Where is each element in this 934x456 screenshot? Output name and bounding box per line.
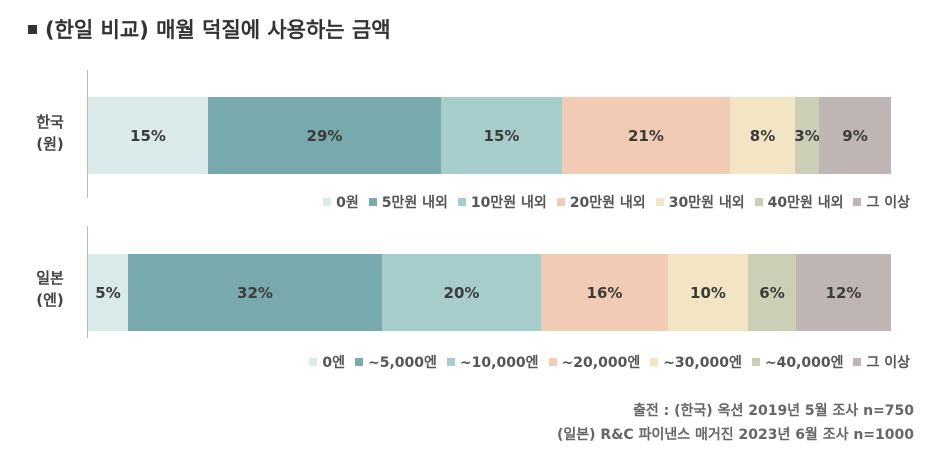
bar-segment-japan-1: 32% — [128, 254, 382, 331]
legend-label-japan-6: 그 이상 — [866, 355, 910, 371]
legend-korea: 0원 5만원 내외 10만원 내외 20만원 내외 30만원 내외 40만원 내외 그 이상 — [313, 192, 910, 212]
chart-title: (한일 비교) 매월 덕질에 사용하는 금액 — [28, 14, 391, 44]
legend-item-korea-2: 10만원 내외 — [457, 192, 547, 212]
segment-label-korea-3: 21% — [628, 126, 664, 145]
legend-label-korea-1: 5만원 내외 — [381, 195, 448, 211]
source-line-2: (일본) R&C 파이낸스 매거진 2023년 6월 조사 n=1000 — [557, 427, 914, 443]
legend-swatch-icon — [655, 198, 664, 206]
segment-label-japan-3: 16% — [586, 283, 623, 302]
segment-label-korea-1: 29% — [306, 126, 343, 145]
row-label-korea: 한국 (원) — [22, 111, 78, 155]
bar-segment-korea-0: 15% — [88, 97, 208, 174]
title-bullet-icon — [28, 24, 37, 34]
axis-line-korea — [87, 70, 88, 198]
legend-label-korea-6: 그 이상 — [866, 195, 910, 211]
legend-label-korea-4: 30만원 내외 — [668, 195, 745, 211]
legend-swatch-icon — [368, 198, 377, 206]
legend-label-korea-0: 0원 — [336, 195, 359, 211]
legend-swatch-icon — [853, 358, 862, 366]
legend-swatch-icon — [650, 358, 659, 366]
bar-segment-korea-3: 21% — [562, 97, 730, 174]
row-label-korea-line2: (원) — [36, 135, 64, 153]
legend-item-japan-4: ~30,000엔 — [650, 352, 742, 372]
axis-line-japan — [87, 226, 88, 338]
segment-label-japan-4: 10% — [690, 283, 726, 302]
legend-swatch-icon — [754, 198, 763, 206]
legend-item-japan-3: ~20,000엔 — [548, 352, 641, 372]
bar-segment-japan-5: 6% — [748, 254, 796, 331]
legend-swatch-icon — [548, 358, 557, 366]
legend-item-korea-5: 40만원 내외 — [754, 192, 844, 212]
legend-swatch-icon — [751, 358, 760, 366]
segment-label-korea-4: 8% — [749, 126, 776, 145]
bar-segment-japan-3: 16% — [541, 254, 668, 331]
segment-label-korea-2: 15% — [483, 126, 520, 145]
bar-segment-korea-6: 9% — [819, 97, 891, 174]
segment-label-japan-0: 5% — [95, 283, 121, 302]
legend-label-japan-2: ~10,000엔 — [459, 355, 539, 371]
legend-item-japan-0: 0엔 — [309, 352, 345, 372]
legend-item-korea-1: 5만원 내외 — [368, 192, 448, 212]
chart-title-text: (한일 비교) 매월 덕질에 사용하는 금액 — [45, 18, 391, 42]
legend-swatch-icon — [309, 358, 318, 366]
legend-label-korea-3: 20만원 내외 — [569, 195, 646, 211]
legend-swatch-icon — [457, 198, 466, 206]
segment-label-korea-6: 9% — [842, 126, 868, 145]
bar-segment-japan-2: 20% — [382, 254, 541, 331]
legend-swatch-icon — [323, 198, 332, 206]
legend-item-korea-3: 20만원 내외 — [556, 192, 646, 212]
legend-item-korea-4: 30만원 내외 — [655, 192, 745, 212]
segment-label-korea-0: 15% — [130, 126, 166, 145]
source-line-1: 출전 : (한국) 옥션 2019년 5월 조사 n=750 — [633, 403, 914, 419]
legend-swatch-icon — [556, 198, 565, 206]
legend-label-japan-1: ~5,000엔 — [368, 355, 437, 371]
legend-item-japan-1: ~5,000엔 — [355, 352, 437, 372]
legend-label-korea-2: 10만원 내외 — [470, 195, 547, 211]
segment-label-japan-1: 32% — [237, 283, 273, 302]
row-label-japan: 일본 (엔) — [22, 267, 78, 311]
segment-label-japan-2: 20% — [443, 283, 480, 302]
bar-segment-korea-4: 8% — [730, 97, 795, 174]
legend-label-japan-3: ~20,000엔 — [561, 355, 641, 371]
bar-korea: 15% 29% 15% 21% 8% 3% 9% — [88, 97, 891, 174]
legend-label-japan-4: ~30,000엔 — [663, 355, 742, 371]
legend-label-korea-5: 40만원 내외 — [767, 195, 844, 211]
row-label-korea-line1: 한국 — [36, 113, 64, 131]
bar-segment-korea-1: 29% — [208, 97, 441, 174]
row-label-japan-line1: 일본 — [36, 269, 64, 287]
legend-swatch-icon — [446, 358, 455, 366]
legend-item-korea-6: 그 이상 — [853, 192, 910, 212]
source-note: 출전 : (한국) 옥션 2019년 5월 조사 n=750 (일본) R&C … — [557, 399, 914, 447]
bar-japan: 5% 32% 20% 16% 10% 6% 12% — [88, 254, 891, 331]
legend-japan: 0엔 ~5,000엔 ~10,000엔 ~20,000엔 ~30,000엔 ~40,000… — [299, 352, 910, 372]
segment-label-japan-6: 12% — [825, 283, 862, 302]
bar-segment-korea-2: 15% — [441, 97, 562, 174]
legend-label-japan-0: 0엔 — [322, 355, 346, 371]
bar-segment-korea-5: 3% — [794, 97, 820, 174]
legend-label-japan-5: ~40,000엔 — [764, 355, 844, 371]
bar-segment-japan-0: 5% — [88, 254, 128, 331]
bar-segment-japan-4: 10% — [668, 254, 748, 331]
legend-item-japan-2: ~10,000엔 — [446, 352, 539, 372]
segment-label-korea-5: 3% — [794, 126, 820, 145]
segment-label-japan-5: 6% — [759, 283, 785, 302]
legend-swatch-icon — [355, 358, 364, 366]
legend-item-japan-5: ~40,000엔 — [751, 352, 844, 372]
legend-item-japan-6: 그 이상 — [853, 352, 910, 372]
bar-segment-japan-6: 12% — [796, 254, 891, 331]
legend-item-korea-0: 0원 — [323, 192, 359, 212]
legend-swatch-icon — [853, 198, 862, 206]
row-label-japan-line2: (엔) — [36, 291, 64, 309]
